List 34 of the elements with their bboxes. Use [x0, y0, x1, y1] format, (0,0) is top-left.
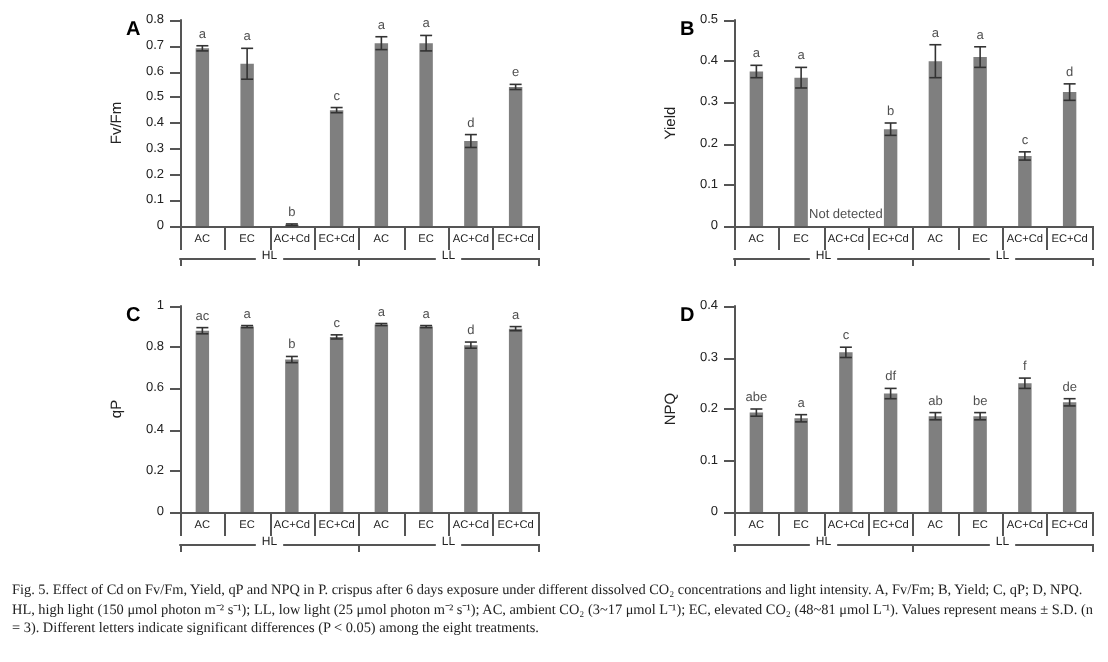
- bar: [1062, 402, 1077, 512]
- bar: [374, 324, 389, 512]
- bar: [973, 416, 987, 512]
- bar: [508, 86, 523, 226]
- bar: [329, 336, 344, 512]
- chart-title: A: [126, 19, 141, 41]
- bar: [1062, 92, 1077, 226]
- bar: [285, 359, 299, 512]
- bar: [464, 141, 478, 226]
- bar: [195, 330, 210, 512]
- bar: [329, 110, 344, 226]
- bar: [240, 63, 254, 226]
- bar: [240, 326, 254, 512]
- bar: [883, 393, 898, 512]
- bar: [749, 71, 764, 226]
- bar: [419, 43, 433, 226]
- bar: [749, 412, 764, 512]
- bar: [1018, 383, 1032, 512]
- bar: [508, 328, 523, 512]
- bar: [794, 77, 808, 226]
- bar: [464, 345, 478, 512]
- bar: [928, 61, 943, 226]
- chart-title: D: [680, 305, 695, 327]
- bar: [195, 48, 210, 226]
- bar: [973, 57, 987, 226]
- bar: [419, 326, 433, 512]
- bar: [839, 352, 853, 512]
- bar: [374, 43, 389, 226]
- bar: [928, 416, 943, 512]
- chart-title: B: [680, 19, 695, 41]
- bar: [883, 129, 898, 226]
- chart-title: C: [126, 305, 141, 327]
- bar: [1018, 155, 1032, 226]
- bar: [794, 418, 808, 512]
